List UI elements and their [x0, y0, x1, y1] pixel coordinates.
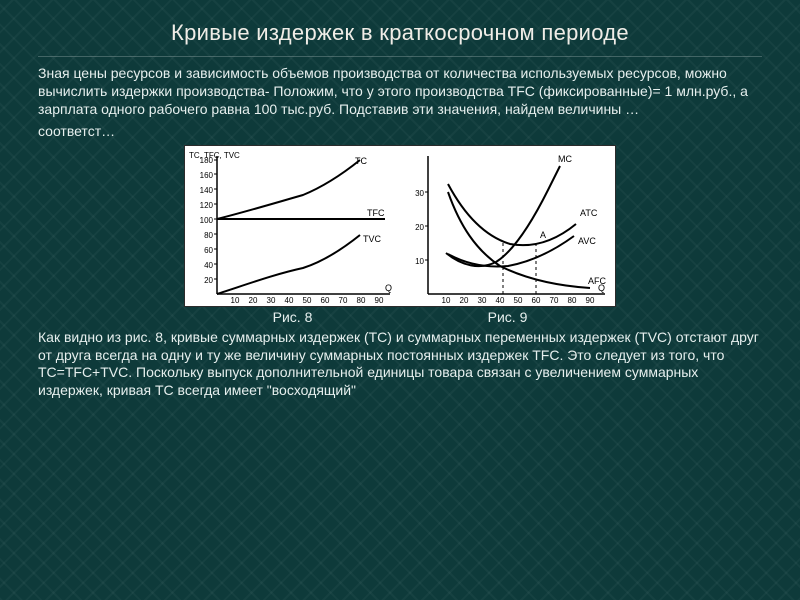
- svg-text:10: 10: [231, 296, 240, 305]
- caption-right: Рис. 9: [400, 309, 615, 325]
- svg-text:80: 80: [357, 296, 366, 305]
- svg-text:50: 50: [303, 296, 312, 305]
- svg-text:70: 70: [339, 296, 348, 305]
- svg-text:120: 120: [200, 201, 214, 210]
- svg-text:AVC: AVC: [578, 236, 596, 246]
- svg-text:TC: TC: [355, 156, 367, 166]
- svg-text:30: 30: [267, 296, 276, 305]
- svg-text:160: 160: [200, 171, 214, 180]
- svg-text:10: 10: [442, 296, 451, 305]
- svg-text:30: 30: [415, 189, 424, 198]
- svg-text:MC: MC: [558, 154, 572, 164]
- chart-row: TC, TFC, TVC 20 40 60 80 100 120 140 160…: [184, 145, 616, 307]
- intro-text: Зная цены ресурсов и зависимость объемов…: [38, 65, 762, 119]
- svg-text:30: 30: [478, 296, 487, 305]
- svg-text:20: 20: [249, 296, 258, 305]
- svg-text:ATC: ATC: [580, 208, 598, 218]
- svg-text:A: A: [540, 230, 546, 240]
- svg-text:140: 140: [200, 186, 214, 195]
- svg-text:40: 40: [285, 296, 294, 305]
- outro-text: Как видно из рис. 8, кривые суммарных из…: [38, 329, 762, 401]
- svg-text:90: 90: [586, 296, 595, 305]
- svg-text:180: 180: [200, 156, 214, 165]
- svg-text:90: 90: [375, 296, 384, 305]
- page-title: Кривые издержек в краткосрочном периоде: [38, 20, 762, 46]
- svg-text:60: 60: [532, 296, 541, 305]
- svg-text:50: 50: [514, 296, 523, 305]
- svg-text:100: 100: [200, 216, 214, 225]
- chart-left: TC, TFC, TVC 20 40 60 80 100 120 140 160…: [185, 146, 400, 306]
- svg-text:TC, TFC, TVC: TC, TFC, TVC: [189, 151, 240, 160]
- svg-text:20: 20: [204, 276, 213, 285]
- svg-text:80: 80: [204, 231, 213, 240]
- svg-text:TFC: TFC: [367, 208, 385, 218]
- svg-text:40: 40: [496, 296, 505, 305]
- svg-text:TVC: TVC: [363, 234, 382, 244]
- svg-text:AFC: AFC: [588, 276, 607, 286]
- svg-text:80: 80: [568, 296, 577, 305]
- svg-text:70: 70: [550, 296, 559, 305]
- chart-captions: Рис. 8 Рис. 9: [185, 309, 615, 325]
- caption-left: Рис. 8: [185, 309, 400, 325]
- svg-text:10: 10: [415, 257, 424, 266]
- svg-text:20: 20: [460, 296, 469, 305]
- intro-text-after: соответст…: [38, 123, 762, 141]
- svg-text:60: 60: [321, 296, 330, 305]
- chart-right: 10 20 30 1020 3040 5060 7080 90 Q: [400, 146, 615, 306]
- svg-text:40: 40: [204, 261, 213, 270]
- svg-text:Q: Q: [385, 283, 392, 293]
- svg-text:60: 60: [204, 246, 213, 255]
- svg-text:20: 20: [415, 223, 424, 232]
- title-underline: [38, 56, 762, 57]
